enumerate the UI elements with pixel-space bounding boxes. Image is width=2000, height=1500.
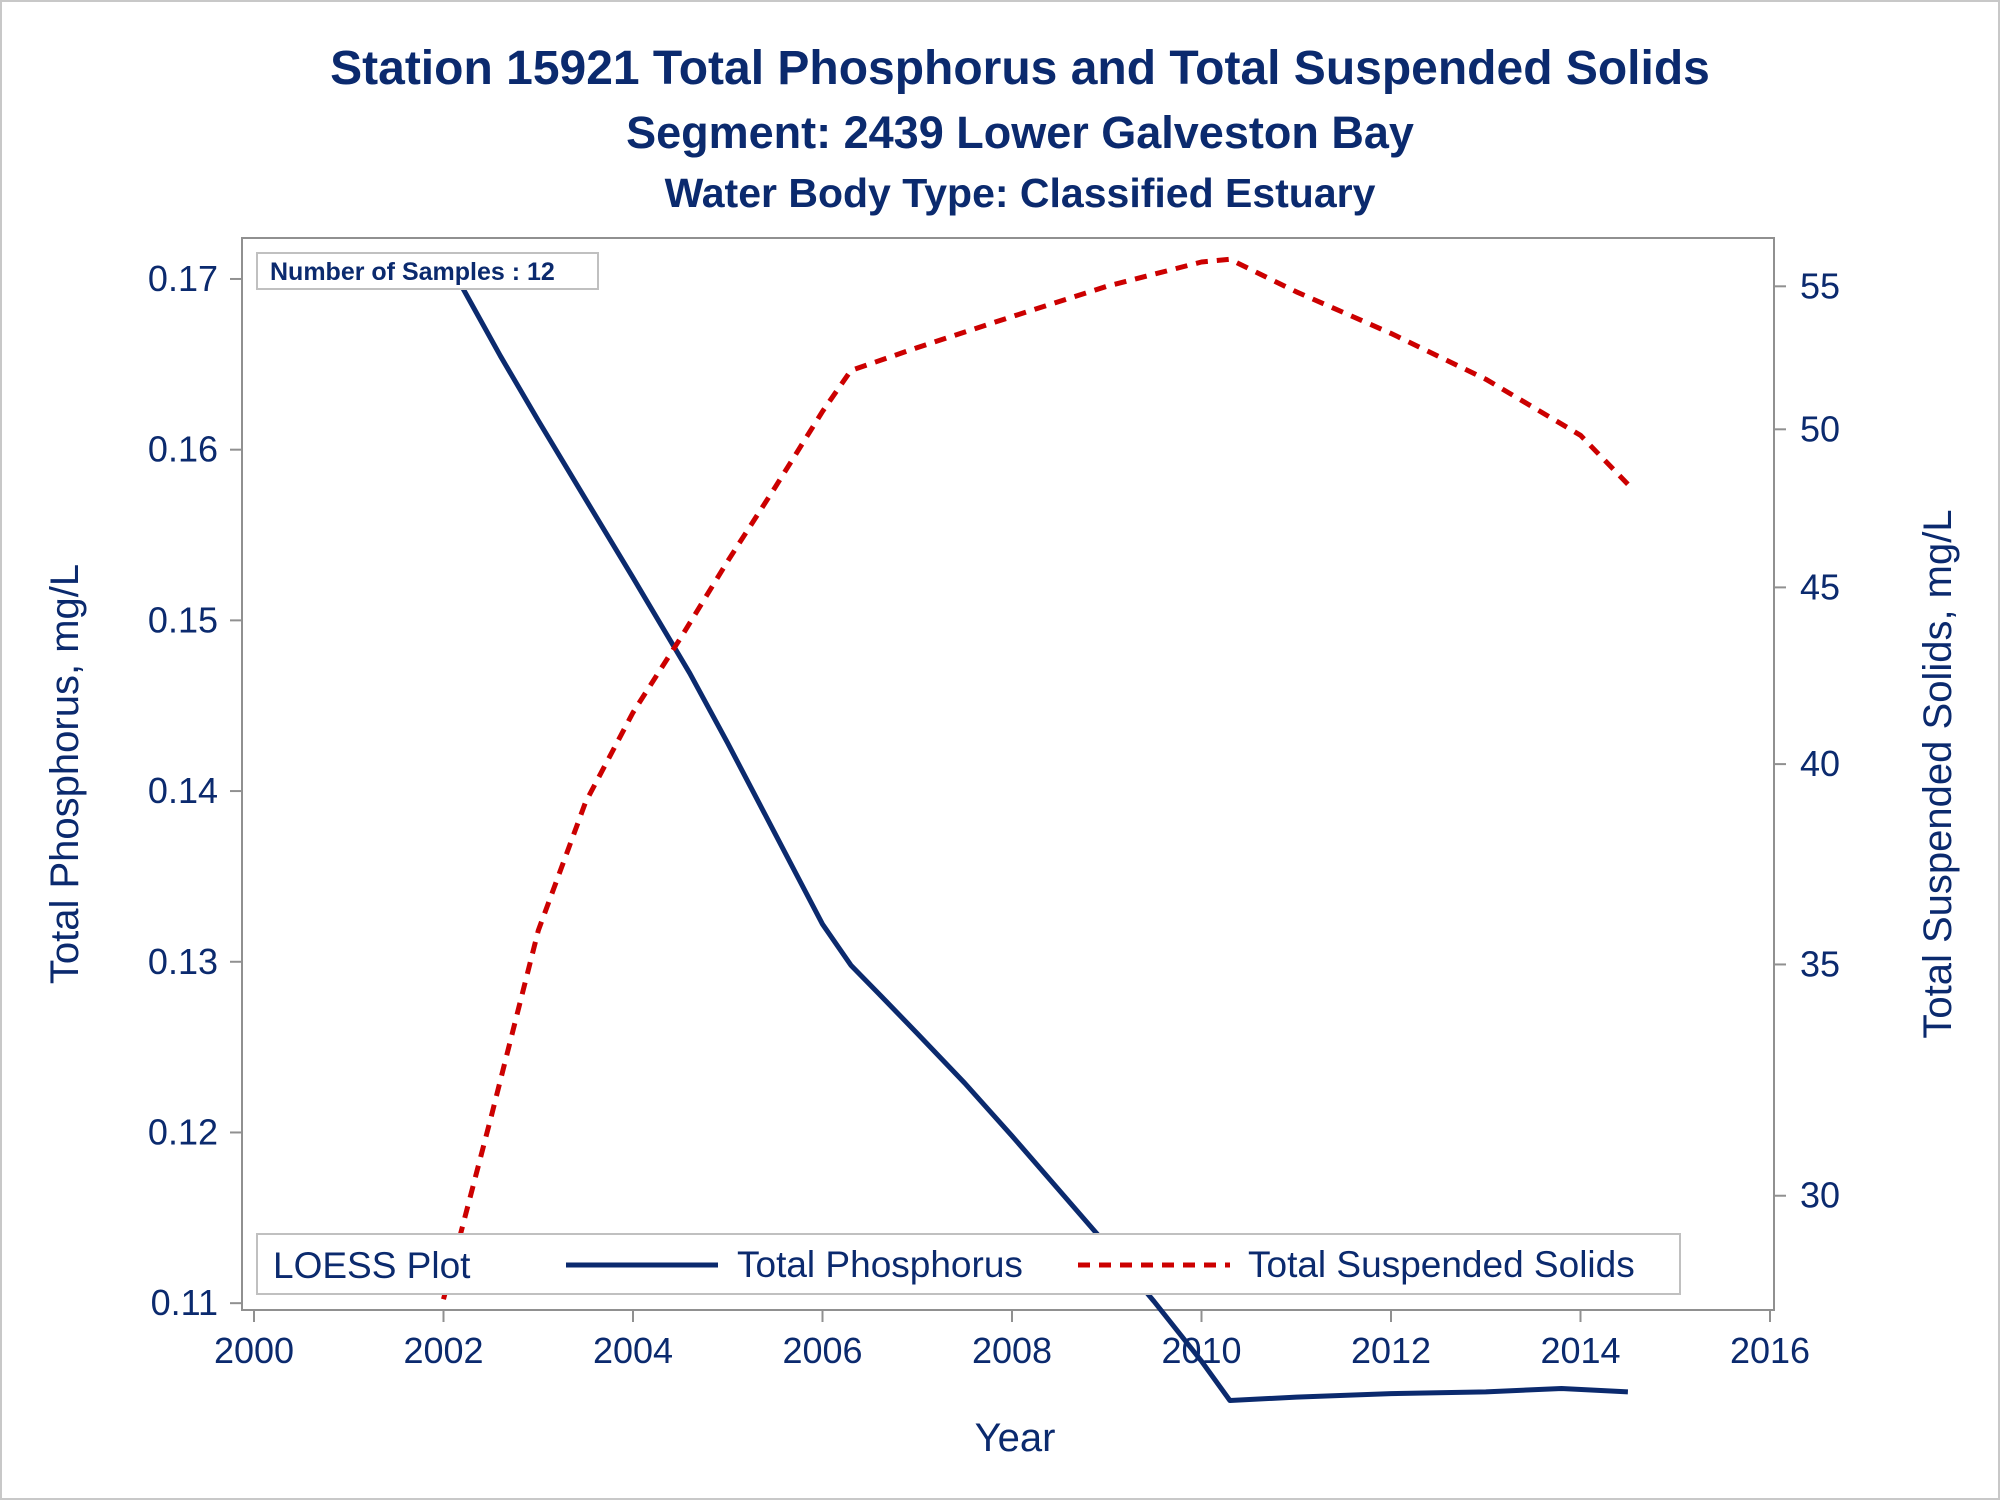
y-axis-label: Total Phosphorus, mg/L — [43, 564, 87, 984]
x-tick-label-2000: 2000 — [214, 1330, 294, 1371]
legend-entry-total-phosphorus: Total Phosphorus — [737, 1244, 1023, 1285]
y2-tick-label-50: 50 — [1800, 408, 1840, 449]
x-tick-label-2002: 2002 — [403, 1330, 483, 1371]
x-tick-label-2008: 2008 — [972, 1330, 1052, 1371]
legend-entry-total-suspended-solids: Total Suspended Solids — [1248, 1244, 1635, 1285]
y-tick-label-0-15: 0.15 — [148, 599, 218, 640]
plot-area — [241, 237, 1775, 1311]
x-axis-label: Year — [975, 1416, 1056, 1460]
y-tick-label-0-14: 0.14 — [148, 770, 218, 811]
y-axis-right: 30 35 40 45 50 55 — [1774, 265, 1840, 1216]
y2-tick-label-40: 40 — [1800, 743, 1840, 784]
x-axis: 2000 2002 2004 2006 2008 2010 2012 2014 2016 — [214, 1309, 1810, 1371]
x-tick-label-2016: 2016 — [1730, 1330, 1810, 1371]
x-tick-label-2012: 2012 — [1351, 1330, 1431, 1371]
y2-tick-label-55: 55 — [1800, 265, 1840, 306]
sample-count-text: Number of Samples : 12 — [270, 258, 555, 286]
x-tick-label-2014: 2014 — [1540, 1330, 1620, 1371]
y2-tick-label-30: 30 — [1800, 1175, 1840, 1216]
chart-subtitle-2: Water Body Type: Classified Estuary — [665, 170, 1376, 216]
sample-count-inset: Number of Samples : 12 — [256, 252, 599, 290]
series-line-total-suspended-solids — [441, 256, 1630, 1300]
x-tick-label-2004: 2004 — [593, 1330, 673, 1371]
y2-tick-label-35: 35 — [1800, 943, 1840, 984]
series-layer — [441, 252, 1630, 1403]
y-axis-left: 0.11 0.12 0.13 0.14 0.15 0.16 0.17 — [148, 258, 242, 1323]
legend-box — [256, 1233, 1681, 1295]
y-tick-label-0-12: 0.12 — [148, 1111, 218, 1152]
legend-title: LOESS Plot — [273, 1245, 471, 1286]
y2-axis-label: Total Suspended Solids, mg/L — [1916, 509, 1960, 1038]
series-line-total-phosphorus — [441, 252, 1629, 1403]
y-tick-label-0-13: 0.13 — [148, 941, 218, 982]
y-tick-label-0-16: 0.16 — [148, 429, 218, 470]
legend: LOESS Plot Total Phosphorus Total Suspen… — [256, 1233, 1681, 1295]
y2-tick-label-45: 45 — [1800, 566, 1840, 607]
y-tick-label-0-17: 0.17 — [148, 258, 218, 299]
x-tick-label-2006: 2006 — [782, 1330, 862, 1371]
chart-title: Station 15921 Total Phosphorus and Total… — [330, 42, 1710, 95]
chart-subtitle: Segment: 2439 Lower Galveston Bay — [626, 107, 1414, 158]
y-tick-label-0-11: 0.11 — [151, 1282, 218, 1323]
